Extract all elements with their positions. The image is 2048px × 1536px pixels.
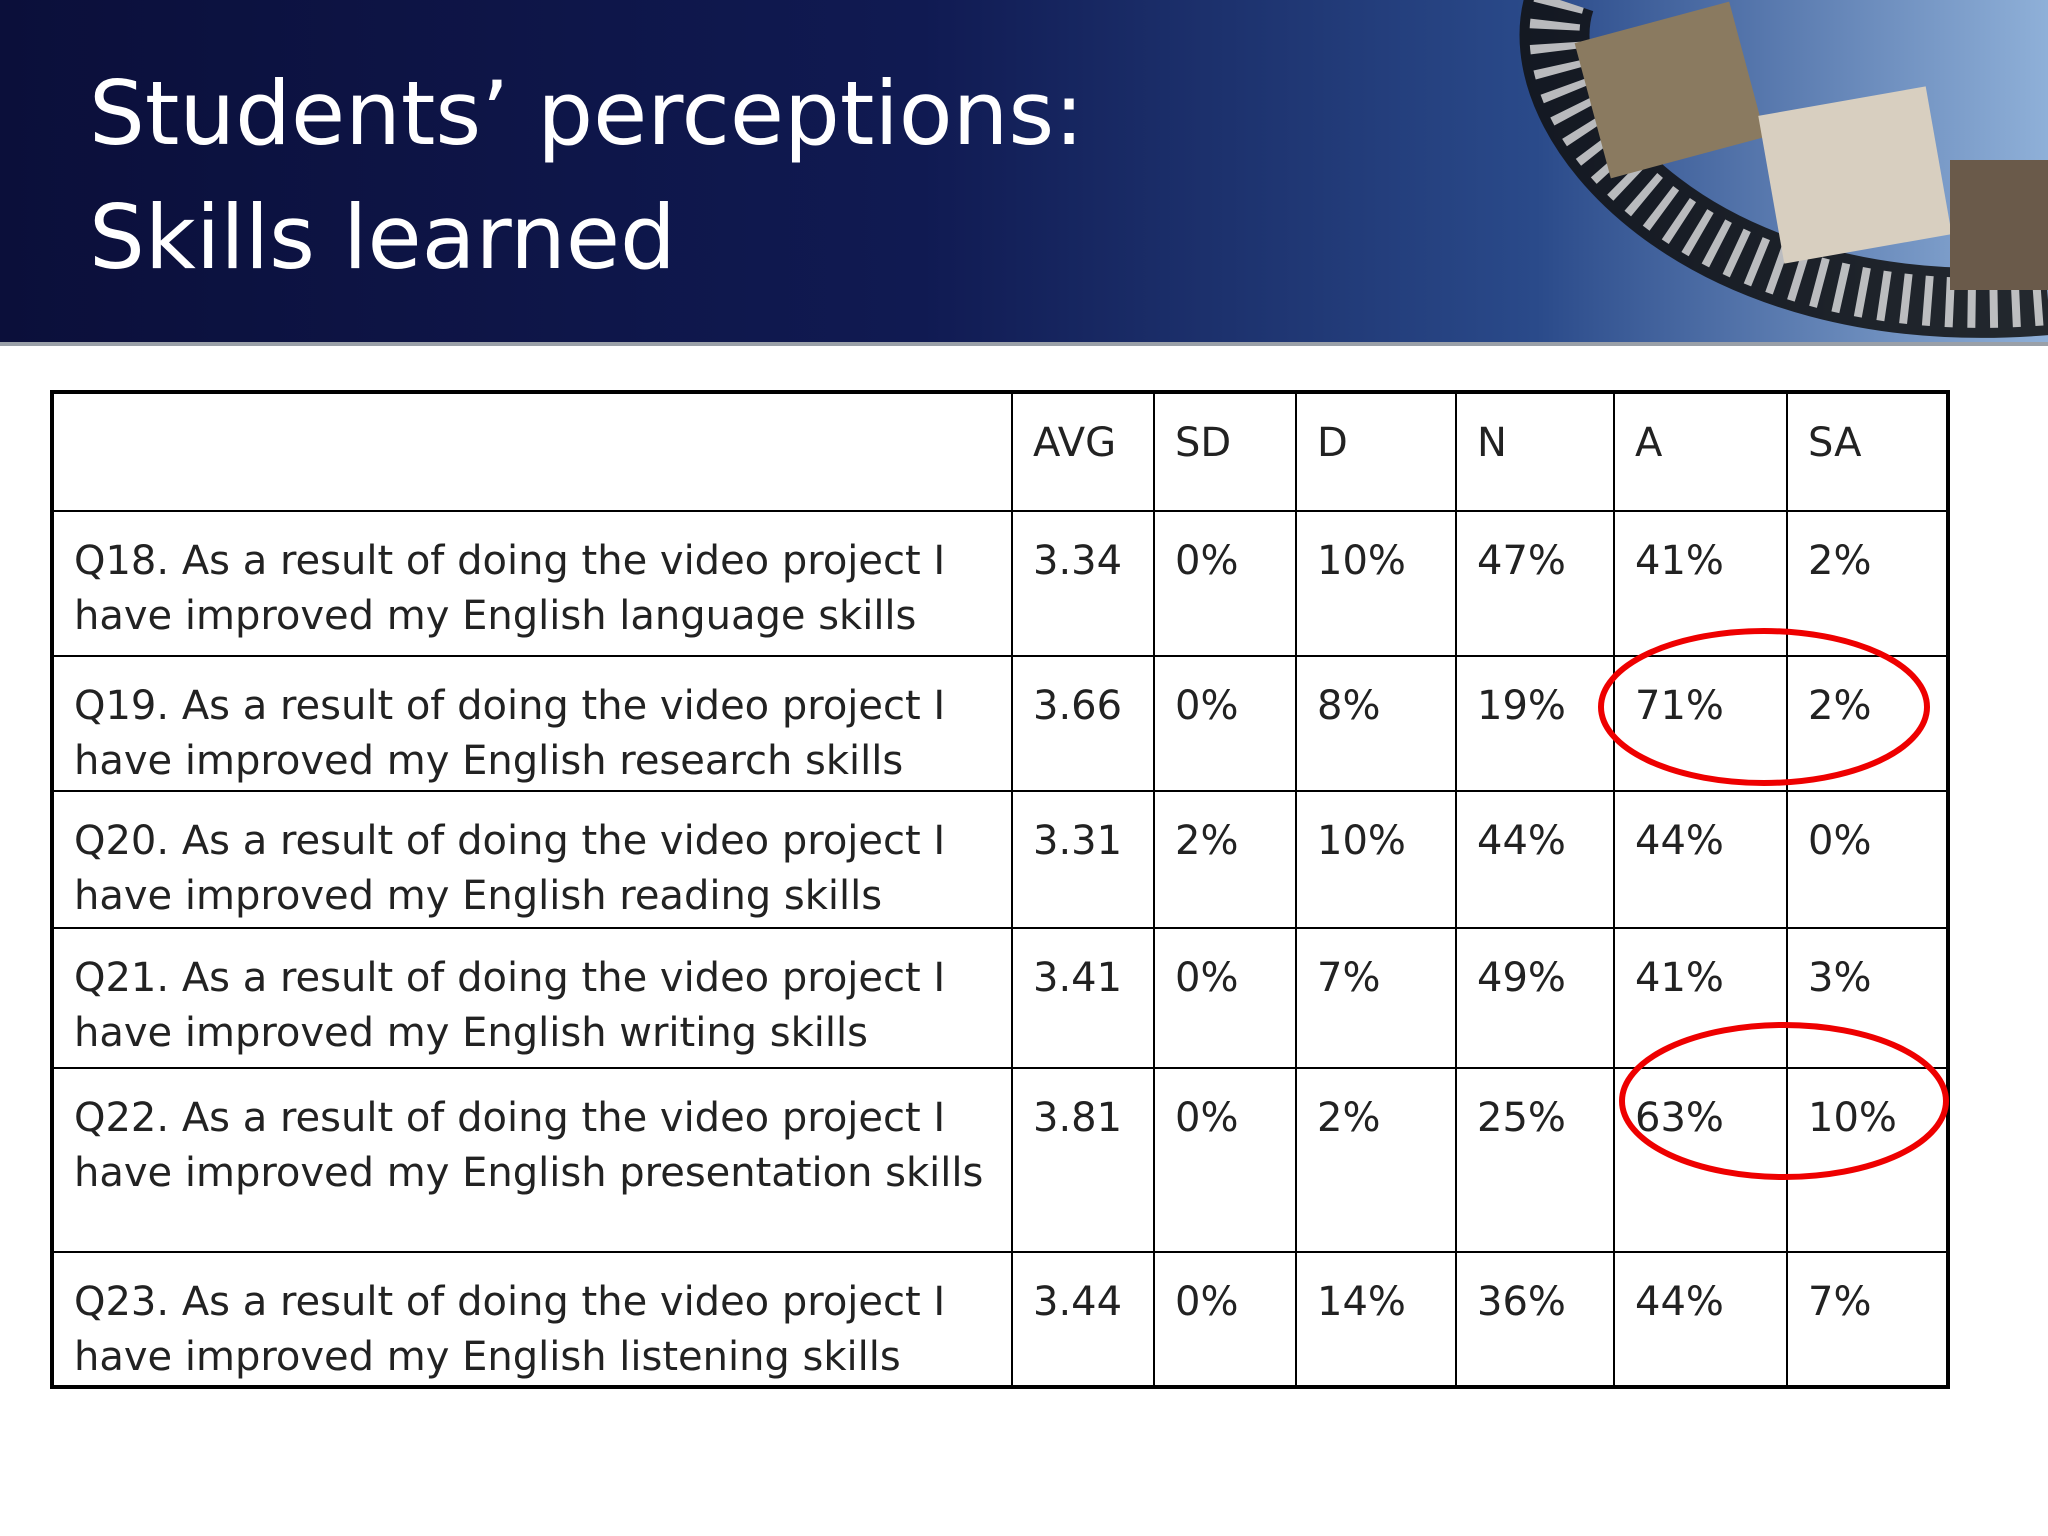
column-header: SD (1153, 391, 1297, 512)
value-cell: 0% (1153, 927, 1297, 1069)
slide-title: Students’ perceptions: Skills learned (89, 62, 1084, 289)
column-header: AVG (1011, 391, 1155, 512)
value-cell: 3.31 (1011, 790, 1155, 929)
value-cell: 10% (1786, 1067, 1949, 1253)
survey-table: AVG SD D N A SA Q18. As a result of doing the … (50, 390, 1950, 1389)
table-row: Q21. As a result of doing the video proj… (51, 927, 1949, 1069)
value-cell: 3.41 (1011, 927, 1155, 1069)
question-cell: Q23. As a result of doing the video proj… (51, 1251, 1013, 1388)
value-cell: 14% (1295, 1251, 1457, 1388)
value-cell: 44% (1613, 1251, 1788, 1388)
value-cell: 10% (1295, 790, 1457, 929)
value-cell: 7% (1295, 927, 1457, 1069)
value-cell: 3.66 (1011, 655, 1155, 792)
value-cell: 7% (1786, 1251, 1949, 1388)
value-cell: 63% (1613, 1067, 1788, 1253)
table-row: Q23. As a result of doing the video proj… (51, 1251, 1949, 1388)
question-cell: Q19. As a result of doing the video proj… (51, 655, 1013, 792)
value-cell: 3.81 (1011, 1067, 1155, 1253)
value-cell: 2% (1295, 1067, 1457, 1253)
table-row: Q22. As a result of doing the video proj… (51, 1067, 1949, 1253)
value-cell: 2% (1786, 510, 1949, 657)
header-row: AVG SD D N A SA (51, 391, 1949, 512)
value-cell: 0% (1153, 510, 1297, 657)
value-cell: 2% (1786, 655, 1949, 792)
value-cell: 0% (1153, 1251, 1297, 1388)
value-cell: 41% (1613, 510, 1788, 657)
value-cell: 8% (1295, 655, 1457, 792)
value-cell: 0% (1153, 1067, 1297, 1253)
value-cell: 44% (1613, 790, 1788, 929)
value-cell: 25% (1455, 1067, 1615, 1253)
column-header: N (1455, 391, 1615, 512)
value-cell: 44% (1455, 790, 1615, 929)
banner: Students’ perceptions: Skills learned (0, 0, 2048, 346)
value-cell: 49% (1455, 927, 1615, 1069)
film-decoration (1519, 0, 2048, 338)
value-cell: 3.34 (1011, 510, 1155, 657)
value-cell: 2% (1153, 790, 1297, 929)
column-header: SA (1786, 391, 1949, 512)
value-cell: 3.44 (1011, 1251, 1155, 1388)
table-row: Q20. As a result of doing the video proj… (51, 790, 1949, 929)
value-cell: 71% (1613, 655, 1788, 792)
value-cell: 19% (1455, 655, 1615, 792)
value-cell: 0% (1786, 790, 1949, 929)
column-header: A (1613, 391, 1788, 512)
value-cell: 47% (1455, 510, 1615, 657)
question-cell: Q20. As a result of doing the video proj… (51, 790, 1013, 929)
value-cell: 0% (1153, 655, 1297, 792)
question-cell: Q18. As a result of doing the video proj… (51, 510, 1013, 657)
column-header: D (1295, 391, 1457, 512)
question-cell: Q22. As a result of doing the video proj… (51, 1067, 1013, 1253)
value-cell: 41% (1613, 927, 1788, 1069)
table-row: Q18. As a result of doing the video proj… (51, 510, 1949, 657)
value-cell: 3% (1786, 927, 1949, 1069)
question-cell: Q21. As a result of doing the video proj… (51, 927, 1013, 1069)
corner-cell (51, 391, 1013, 512)
value-cell: 10% (1295, 510, 1457, 657)
table-row: Q19. As a result of doing the video proj… (51, 655, 1949, 792)
value-cell: 36% (1455, 1251, 1615, 1388)
